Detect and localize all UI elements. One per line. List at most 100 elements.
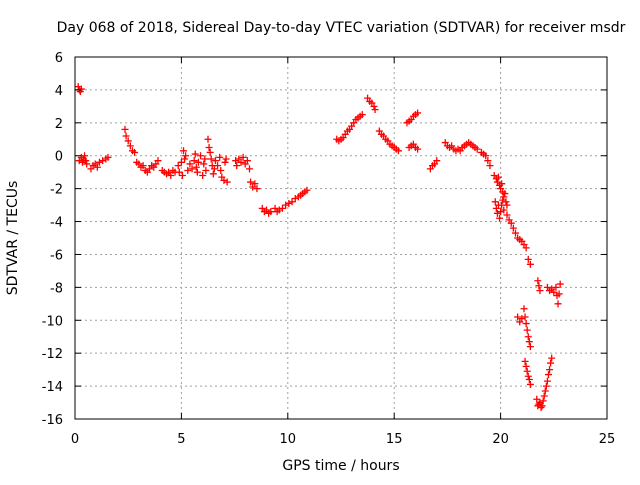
data-point: [211, 157, 219, 165]
data-point: [537, 403, 545, 411]
axis-ticks: [74, 56, 608, 420]
data-point: [177, 158, 185, 166]
data-point: [209, 170, 217, 178]
data-point: [104, 153, 112, 161]
data-point: [206, 148, 214, 156]
data-point: [514, 313, 522, 321]
data-point: [93, 163, 101, 171]
data-point: [539, 397, 547, 405]
data-point: [217, 167, 225, 175]
data-point: [237, 158, 245, 166]
data-point: [493, 209, 501, 217]
data-point: [533, 395, 541, 403]
data-point: [190, 157, 198, 165]
data-point: [535, 282, 543, 290]
data-point: [220, 176, 228, 184]
x-tick-label: 20: [492, 432, 509, 447]
data-point: [503, 211, 511, 219]
data-point: [275, 206, 283, 214]
data-point: [370, 102, 378, 110]
data-point: [507, 219, 515, 227]
y-tick-label: 2: [55, 117, 63, 132]
data-point: [199, 171, 207, 179]
data-point: [154, 157, 162, 165]
data-point: [550, 288, 558, 296]
data-point: [214, 162, 222, 170]
data-point: [178, 171, 186, 179]
data-points: [74, 83, 564, 411]
data-point: [291, 195, 299, 203]
data-point: [473, 145, 481, 153]
y-tick-label: -4: [50, 216, 63, 231]
data-point: [192, 163, 200, 171]
data-point: [247, 178, 255, 186]
y-tick-label: -14: [42, 380, 63, 395]
data-point: [494, 173, 502, 181]
data-point: [223, 178, 231, 186]
data-point: [552, 283, 560, 291]
data-point: [501, 190, 509, 198]
data-point: [245, 165, 253, 173]
data-point: [524, 333, 532, 341]
data-point: [497, 208, 505, 216]
data-point: [77, 85, 85, 93]
data-point: [174, 162, 182, 170]
y-tick-label: -6: [50, 248, 63, 263]
data-point: [126, 142, 134, 150]
data-point: [184, 167, 192, 175]
data-point: [394, 147, 402, 155]
y-tick-label: 0: [55, 150, 63, 165]
data-point: [205, 144, 213, 151]
data-point: [509, 224, 517, 232]
grid: [75, 57, 607, 419]
data-point: [194, 158, 202, 166]
data-point: [486, 162, 494, 170]
data-point: [502, 198, 510, 206]
data-point: [525, 338, 533, 346]
data-point: [216, 153, 224, 161]
data-point: [521, 357, 529, 365]
data-point: [525, 376, 533, 384]
y-tick-label: -16: [42, 413, 63, 428]
data-point: [547, 359, 555, 367]
data-point: [524, 372, 532, 380]
data-point: [221, 158, 229, 166]
x-tick-label: 5: [177, 432, 185, 447]
data-point: [554, 300, 562, 308]
y-tick-label: -10: [42, 314, 63, 329]
data-point: [188, 165, 196, 173]
data-point: [180, 147, 188, 155]
data-point: [81, 152, 89, 160]
x-tick-label: 25: [599, 432, 616, 447]
data-point: [182, 152, 190, 160]
data-point: [511, 229, 519, 237]
data-point: [175, 168, 183, 176]
data-point: [210, 165, 218, 173]
data-point: [139, 162, 147, 170]
chart-title: Day 068 of 2018, Sidereal Day-to-day VTE…: [57, 20, 626, 36]
data-point: [197, 152, 205, 160]
data-point: [371, 106, 379, 114]
data-point: [521, 313, 529, 321]
data-point: [556, 280, 564, 288]
data-point: [131, 148, 139, 156]
data-point: [186, 160, 194, 168]
x-tick-labels: 0 5 10 15 20 25: [71, 432, 615, 447]
data-point: [414, 145, 422, 153]
data-point: [83, 160, 91, 168]
data-point: [285, 199, 293, 207]
y-tick-label: 6: [55, 51, 63, 66]
data-point: [526, 380, 534, 388]
x-tick-label: 0: [71, 432, 79, 447]
data-point: [251, 180, 259, 188]
data-point: [534, 277, 542, 285]
data-point: [278, 204, 286, 212]
data-point: [500, 206, 508, 214]
data-point: [526, 343, 534, 351]
data-point: [253, 185, 261, 193]
data-point: [433, 157, 441, 165]
data-point: [303, 186, 311, 194]
y-tick-label: 4: [55, 84, 63, 99]
data-point: [243, 157, 251, 165]
data-point: [82, 157, 90, 165]
